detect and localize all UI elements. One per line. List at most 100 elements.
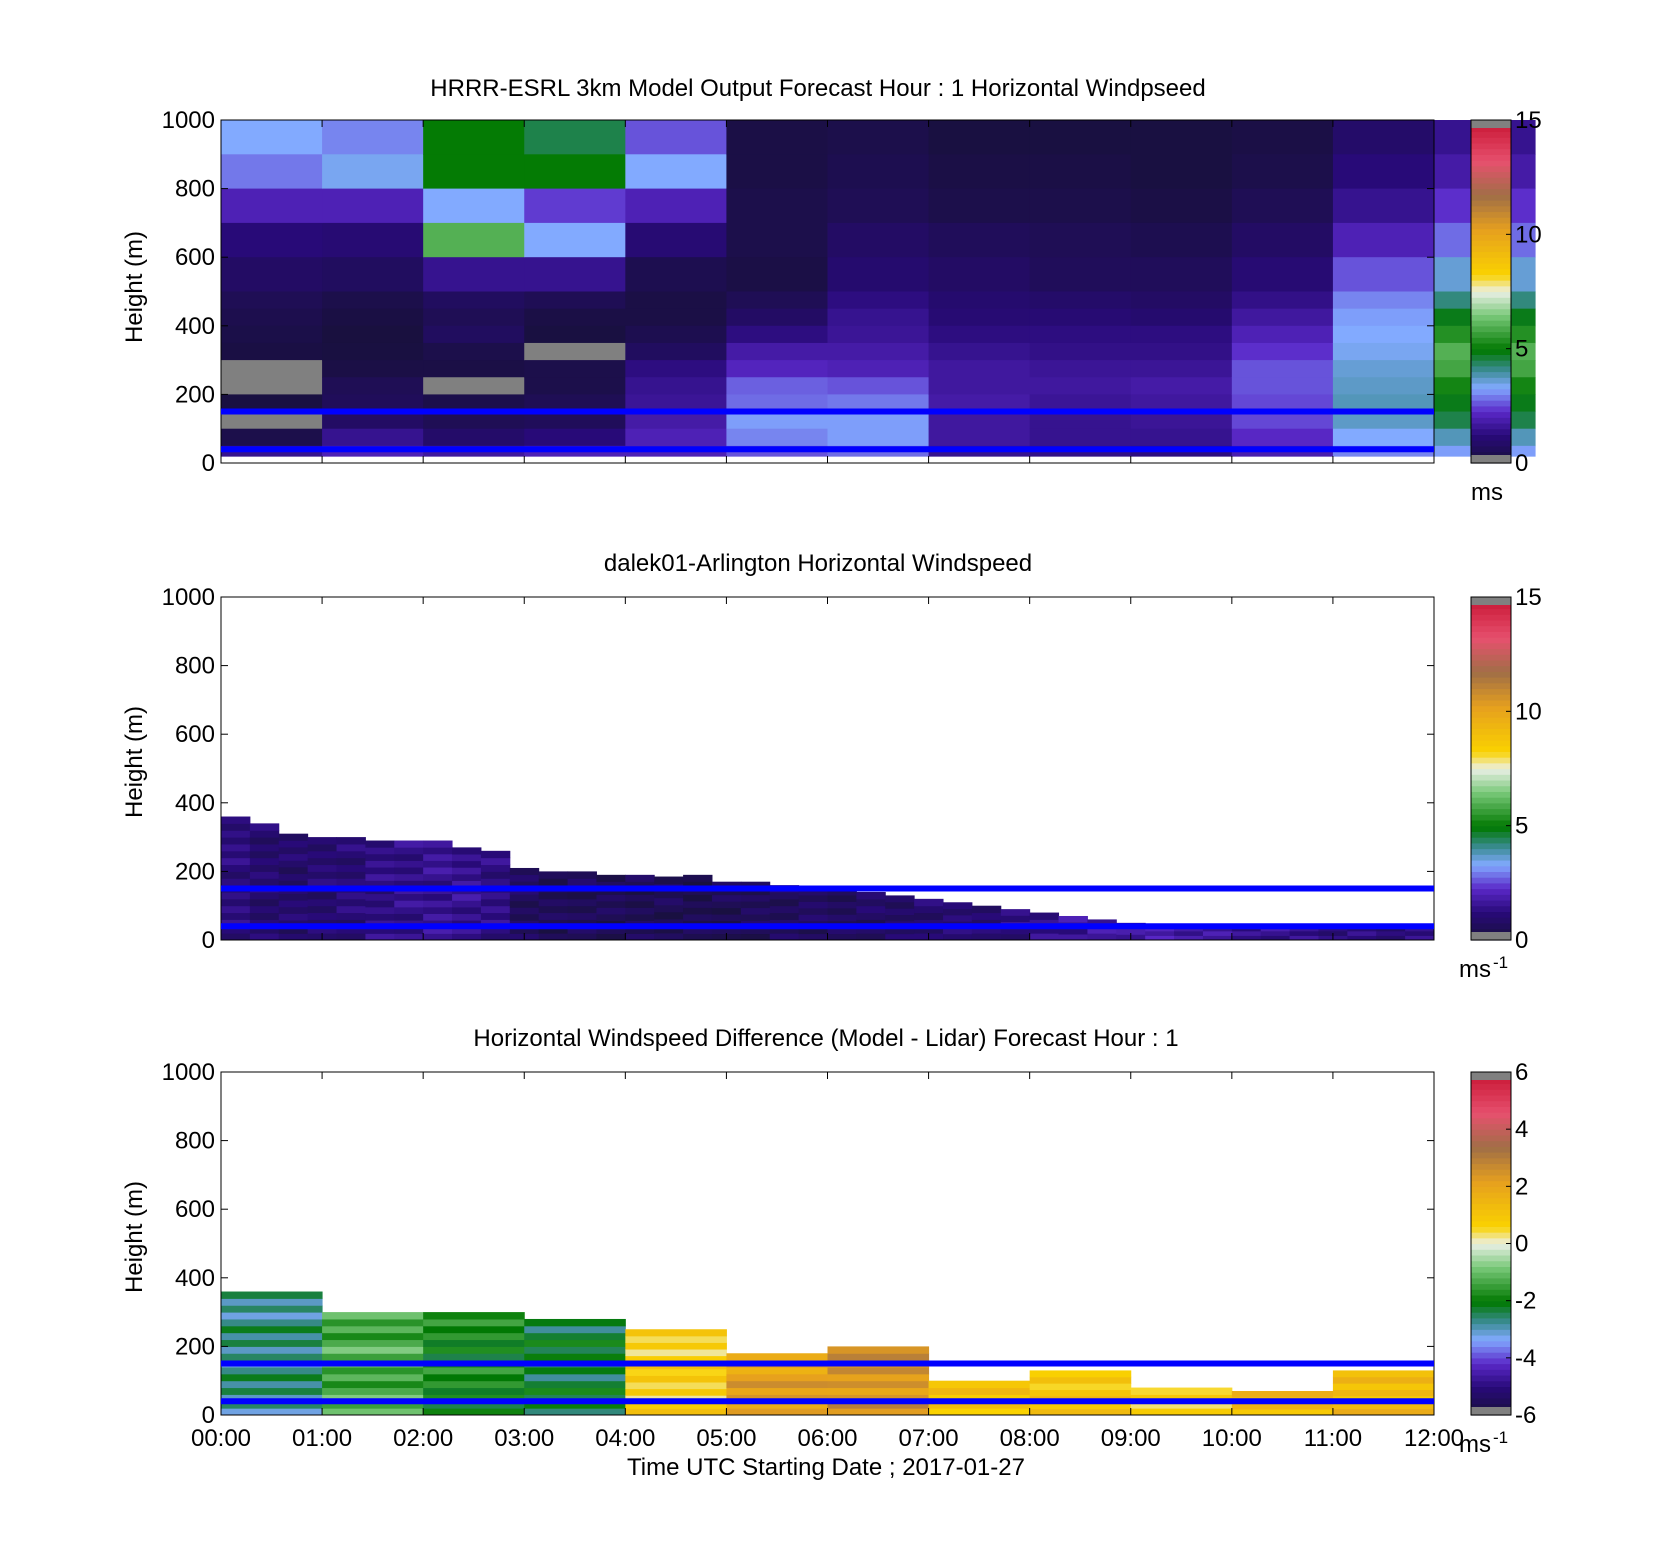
colorbar-segment xyxy=(1471,1294,1511,1302)
heatmap-cell xyxy=(943,908,973,916)
heatmap-cell xyxy=(322,1401,424,1409)
colorbar-segment xyxy=(1471,848,1511,855)
heatmap-cell xyxy=(423,188,525,224)
heatmap-cell xyxy=(221,823,251,831)
heatmap-cell xyxy=(322,1325,424,1334)
colorbar-tick-label: 0 xyxy=(1515,1231,1528,1258)
heatmap-cell xyxy=(683,926,713,934)
heatmap-cell xyxy=(625,411,727,430)
heatmap-cell xyxy=(1029,912,1060,920)
heatmap-cell xyxy=(1332,325,1435,344)
heatmap-cell xyxy=(336,850,366,859)
colorbar-segment xyxy=(1471,739,1511,747)
lidar-windspeed-panel: dalek01-Arlington Horizontal Windspeed H… xyxy=(121,550,1542,983)
heatmap-cell xyxy=(856,919,886,927)
heatmap-cell xyxy=(1202,930,1233,936)
heatmap-cell xyxy=(625,913,655,921)
heatmap-cell xyxy=(423,1353,525,1361)
heatmap-cell xyxy=(221,898,251,907)
heatmap-cell xyxy=(1332,428,1435,447)
heatmap-cell xyxy=(221,120,323,155)
colorbar-segment xyxy=(1471,245,1511,253)
colorbar-segment xyxy=(1471,234,1511,241)
heatmap-cell xyxy=(278,866,309,875)
colorbar-segment xyxy=(1471,320,1511,327)
heatmap-cell xyxy=(480,926,511,934)
heatmap-cell xyxy=(971,926,1002,934)
colorbar-segment xyxy=(1471,1340,1511,1347)
colorbar-segment xyxy=(1471,131,1511,138)
y-tick-label: 0 xyxy=(202,1402,215,1429)
heatmap-cell xyxy=(249,878,280,886)
heatmap-cell xyxy=(625,1388,727,1396)
heatmap-cell xyxy=(221,1408,323,1416)
colorbar-segment xyxy=(1471,1260,1511,1267)
heatmap-cell xyxy=(856,891,886,900)
heatmap-cell xyxy=(423,900,453,908)
colorbar-segment xyxy=(1471,1317,1511,1325)
heatmap-cell xyxy=(221,1305,323,1313)
heatmap-cell xyxy=(278,846,309,855)
y-tick-label: 600 xyxy=(175,721,215,748)
heatmap-cell xyxy=(1202,935,1233,941)
heatmap-cell xyxy=(322,308,424,327)
heatmap-cell xyxy=(524,377,626,395)
colorbar-segment xyxy=(1471,671,1511,678)
colorbar-segment xyxy=(1471,342,1511,350)
colorbar-segment xyxy=(1471,922,1511,930)
heatmap-cell xyxy=(943,933,973,941)
heatmap-cell xyxy=(798,933,828,941)
heatmap-cell xyxy=(726,377,828,395)
heatmap-cell xyxy=(423,867,453,875)
heatmap-cell xyxy=(221,837,251,845)
heatmap-cell xyxy=(524,1346,626,1354)
heatmap-cell xyxy=(365,933,395,941)
colorbar-segment xyxy=(1471,762,1511,770)
heatmap-cell xyxy=(856,898,886,907)
colorbar-segment xyxy=(1471,688,1511,695)
colorbar-segment xyxy=(1471,642,1511,650)
x-tick-label: 01:00 xyxy=(292,1425,352,1452)
heatmap-cell xyxy=(596,900,626,908)
heatmap-cell xyxy=(322,1408,424,1416)
heatmap-cell xyxy=(827,411,930,430)
colorbar-segment xyxy=(1471,1100,1511,1107)
heatmap-cell xyxy=(914,926,944,934)
heatmap-cell xyxy=(221,1366,323,1375)
heatmap-cell xyxy=(769,933,800,941)
heatmap-cell xyxy=(654,904,684,913)
heatmap-cell xyxy=(1289,935,1319,941)
colorbar-segment xyxy=(1471,808,1511,815)
heatmap-cell xyxy=(524,1339,626,1347)
heatmap-cell xyxy=(524,188,626,224)
colorbar-segment xyxy=(1471,682,1511,690)
heatmap-cell xyxy=(394,860,424,868)
heatmap-cell xyxy=(1130,154,1233,190)
heatmap-cell xyxy=(827,377,930,395)
heatmap-cell xyxy=(1029,325,1132,344)
heatmap-cell xyxy=(307,837,338,845)
heatmap-cell xyxy=(307,919,338,927)
heatmap-cell xyxy=(1029,394,1132,413)
heatmap-cell xyxy=(827,933,857,941)
heatmap-cell xyxy=(1029,1376,1132,1384)
colorbar-segment xyxy=(1471,280,1511,287)
heatmap-cell xyxy=(221,933,251,941)
colorbar-segment xyxy=(1471,1232,1511,1239)
heatmap-cell xyxy=(625,1368,727,1376)
colorbar-tick-label: 0 xyxy=(1515,927,1528,954)
panel-title: Horizontal Windspeed Difference (Model -… xyxy=(473,1025,1178,1052)
heatmap-cell xyxy=(1029,1383,1132,1391)
colorbar-segment xyxy=(1471,451,1511,458)
model-heatmap xyxy=(221,120,1536,457)
colorbar-segment xyxy=(1471,302,1511,310)
heatmap-cell xyxy=(1130,308,1233,327)
colorbar-segment xyxy=(1471,160,1511,167)
colorbar-segment xyxy=(1471,1106,1511,1113)
heatmap-cell xyxy=(567,898,597,907)
heatmap-cell xyxy=(423,1318,525,1327)
lidar-heatmap xyxy=(221,816,1435,941)
heatmap-cell xyxy=(654,890,684,899)
heatmap-cell xyxy=(509,907,540,915)
heatmap-cell xyxy=(1130,342,1233,361)
